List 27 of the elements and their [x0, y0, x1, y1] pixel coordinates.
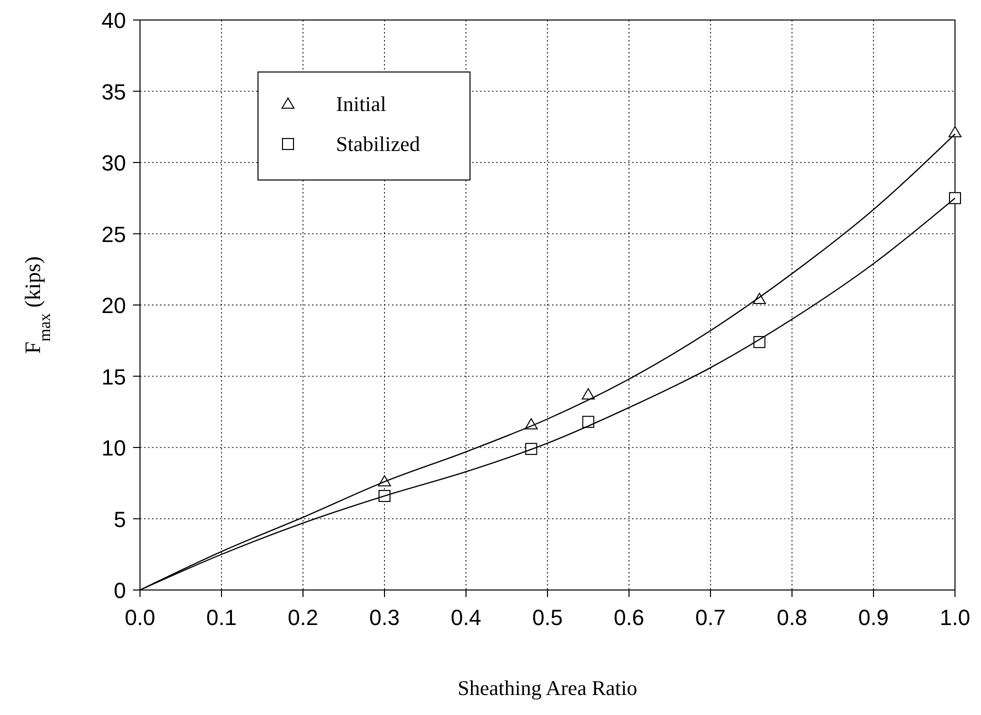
point — [582, 416, 594, 428]
x-tick-label: 0.9 — [858, 605, 889, 630]
legend-label: Stabilized — [336, 132, 420, 156]
x-tick-label: 0.0 — [124, 605, 156, 630]
y-tick-label: 25 — [102, 222, 126, 247]
x-tick-label: 1.0 — [940, 605, 970, 630]
legend-label: Initial — [336, 92, 386, 116]
x-tick-label: 0.1 — [206, 605, 237, 630]
x-tick-label: 0.6 — [614, 605, 644, 630]
y-tick-label: 30 — [102, 150, 126, 176]
x-tick-label: 0.4 — [450, 605, 482, 630]
y-tick-label: 0 — [114, 578, 126, 603]
x-tick-label: 0.7 — [695, 605, 726, 630]
x-tick-label: 0.8 — [776, 605, 808, 630]
y-tick-label: 5 — [114, 506, 126, 532]
x-tick-label: 0.3 — [369, 605, 400, 630]
x-tick-label: 0.5 — [532, 605, 563, 630]
y-tick-label: 20 — [102, 293, 126, 318]
x-axis-title: Sheathing Area Ratio — [458, 676, 638, 700]
point — [949, 192, 961, 204]
y-tick-label: 15 — [102, 364, 126, 390]
point — [948, 126, 962, 138]
y-tick-label: 10 — [102, 436, 126, 460]
x-tick-label: 0.2 — [288, 605, 318, 630]
y-tick-label: 40 — [102, 8, 126, 33]
point — [582, 388, 595, 400]
y-tick-label: 35 — [102, 79, 126, 104]
